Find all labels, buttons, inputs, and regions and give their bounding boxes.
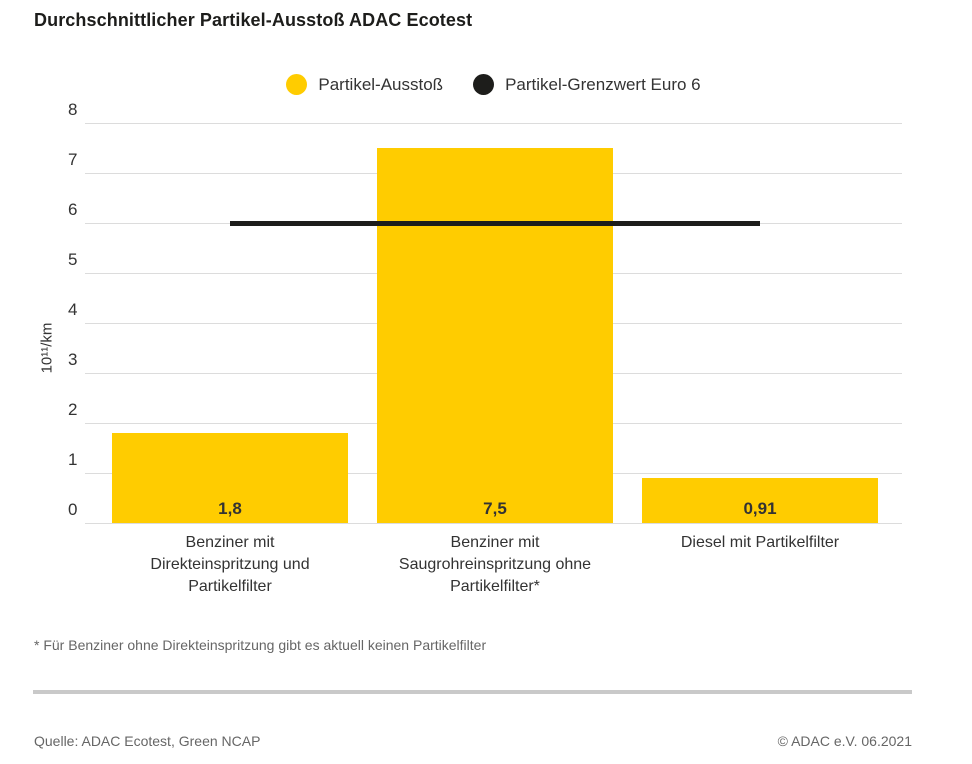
- legend-label: Partikel-Ausstoß: [318, 74, 444, 94]
- divider-line: [33, 690, 912, 694]
- y-axis-tick-label: 7: [68, 150, 78, 169]
- limit-line: [230, 221, 760, 226]
- y-axis-tick-label: 3: [68, 350, 78, 369]
- y-axis-title: 10¹¹/km: [38, 322, 56, 374]
- bar-value-label: 0,91: [743, 499, 777, 518]
- bar-3: 0,91: [642, 477, 878, 523]
- legend-label: Partikel-Grenzwert Euro 6: [505, 74, 701, 94]
- plot-area: 1,8 7,5 0,91: [85, 123, 902, 524]
- y-axis-tick-label: 6: [68, 200, 78, 219]
- y-axis-tick-label: 4: [68, 300, 78, 319]
- legend: Partikel-Ausstoß Partikel-Grenzwert Euro …: [85, 74, 902, 95]
- chart-title: Durchschnittlicher Partikel-Ausstoß ADAC…: [34, 10, 473, 30]
- gridline: [85, 123, 902, 124]
- y-axis-tick-label: 5: [68, 250, 78, 269]
- bar-value-label: 1,8: [218, 499, 242, 518]
- y-axis-tick-label: 2: [68, 400, 78, 419]
- x-axis-category-label: Benziner mit Direkteinspritzung und Part…: [150, 534, 310, 595]
- bar-1: 1,8: [112, 433, 348, 523]
- x-axis-category-label: Diesel mit Partikelfilter: [680, 534, 840, 551]
- x-axis-category-label: Benziner mit Saugrohreinspritzung ohne P…: [398, 534, 592, 595]
- gridline: [85, 523, 902, 524]
- source-text: Quelle: ADAC Ecotest, Green NCAP: [34, 733, 261, 749]
- bar-value-label: 7,5: [483, 499, 507, 518]
- legend-item: Partikel-Ausstoß: [286, 74, 443, 95]
- legend-dot-icon: [286, 74, 308, 95]
- footer: Quelle: ADAC Ecotest, Green NCAP © ADAC …: [34, 733, 912, 749]
- bar-2: 7,5: [377, 148, 613, 523]
- legend-dot-icon: [473, 74, 495, 95]
- y-axis-tick-label: 8: [68, 100, 78, 119]
- copyright-text: © ADAC e.V. 06.2021: [777, 733, 912, 749]
- footnote: * Für Benziner ohne Direkteinspritzung g…: [34, 637, 487, 653]
- y-axis-tick-label: 0: [68, 500, 78, 519]
- legend-item: Partikel-Grenzwert Euro 6: [473, 74, 701, 95]
- y-axis-tick-label: 1: [68, 450, 78, 469]
